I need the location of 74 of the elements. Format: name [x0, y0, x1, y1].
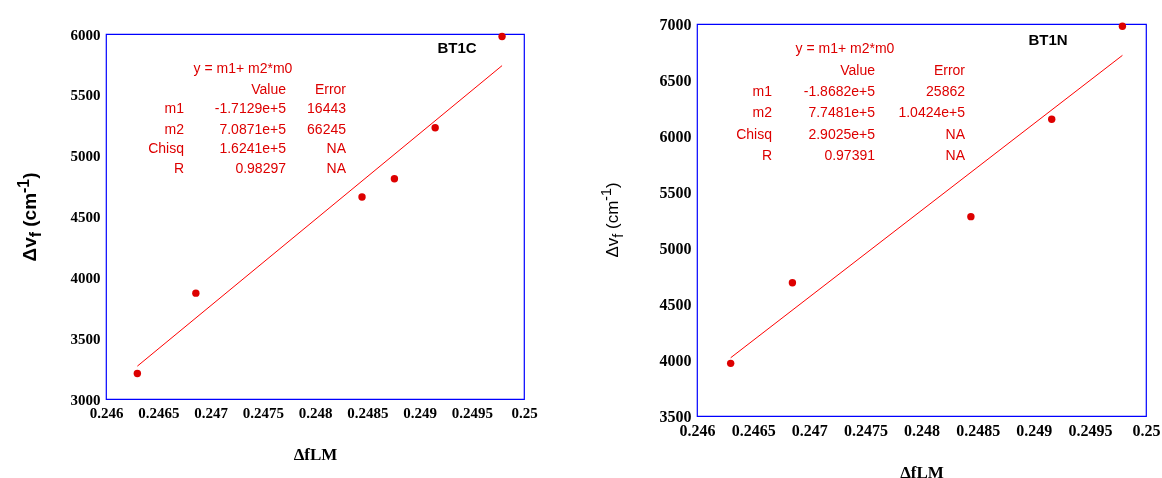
point: [390, 175, 399, 183]
annotation: m1: [752, 83, 773, 99]
annotation: m2: [164, 121, 185, 137]
y-tick-label: 4500: [659, 295, 692, 313]
annotation: 0.98297: [235, 160, 287, 176]
annotation: NA: [326, 140, 347, 156]
text: BT1N: [1028, 31, 1068, 48]
y-tick-label: 6000: [659, 127, 692, 145]
y-tick-label: 4000: [70, 269, 101, 286]
chart-title: BT1C: [437, 39, 477, 56]
y-tick-label: 4000: [659, 351, 692, 369]
annotation: 0.97391: [824, 147, 876, 163]
x-tick-label: 0.2485: [347, 404, 389, 421]
annotation: m2: [752, 104, 773, 120]
annotation: Chisq: [148, 140, 184, 156]
annotation: 7.7481e+5: [808, 104, 876, 120]
annotation: 1.6241e+5: [219, 140, 287, 156]
annotation: NA: [326, 160, 347, 176]
x-tick-label: 0.247: [194, 404, 229, 421]
annotation: Chisq: [736, 126, 772, 142]
y-tick-label: 6500: [659, 71, 692, 89]
annotation: y = m1+ m2*m0: [193, 60, 293, 76]
y-tick-label: 5000: [70, 148, 101, 165]
point: [726, 359, 735, 368]
annotation: Value: [251, 81, 287, 97]
point: [788, 279, 797, 287]
x-tick-label: 0.2495: [451, 404, 493, 421]
annotation: 66245: [307, 121, 347, 137]
x-tick-label: 0.2465: [138, 404, 180, 421]
y-tick-label: 3500: [70, 330, 101, 347]
x-tick-label: 0.2495: [1068, 421, 1113, 439]
x-tick-label: 0.25: [1132, 421, 1161, 439]
point: [431, 123, 439, 132]
y-tick-label: 4500: [70, 209, 101, 225]
annotation: R: [761, 147, 772, 163]
annotation: NA: [945, 147, 966, 163]
x-tick-label: 0.248: [904, 421, 940, 439]
x-tick-label: 0.25: [511, 404, 538, 421]
annotation: m1: [164, 100, 185, 116]
annotation: 25862: [926, 83, 966, 99]
x-tick-label: 0.249: [1016, 421, 1053, 439]
y-tick-label: 5500: [659, 183, 692, 201]
annotation: y = m1+ m2*m0: [795, 40, 895, 56]
x-axis-title: ΔfLM: [900, 462, 944, 478]
annotation: 2.9025e+5: [808, 126, 876, 142]
annotation: -1.7129e+5: [214, 100, 287, 116]
y-tick-label: 5000: [659, 239, 692, 257]
point: [1118, 22, 1127, 30]
x-axis-title: ΔfLM: [293, 444, 338, 464]
y-tick-label: 6000: [70, 26, 101, 43]
annotation: Value: [840, 62, 876, 78]
point: [498, 32, 506, 41]
annotation: NA: [945, 126, 966, 142]
x-tick-label: 0.249: [403, 404, 437, 421]
annotation: 16443: [307, 100, 347, 116]
x-tick-label: 0.247: [791, 421, 828, 439]
y-tick-label: 5500: [70, 87, 101, 104]
x-tick-label: 0.2475: [242, 404, 284, 421]
point: [192, 289, 200, 297]
x-tick-label: 0.2485: [956, 421, 1001, 439]
annotation: R: [173, 160, 184, 176]
annotation: 7.0871e+5: [219, 121, 287, 137]
point: [358, 193, 366, 201]
x-tick-label: 0.2475: [843, 421, 888, 439]
point: [1048, 115, 1056, 123]
y-tick-label: 7000: [659, 15, 692, 33]
point: [133, 369, 142, 378]
annotation: Error: [314, 81, 347, 97]
annotation: 1.0424e+5: [898, 104, 966, 120]
x-tick-label: 0.248: [298, 404, 333, 421]
annotation: -1.8682e+5: [803, 83, 876, 99]
x-tick-label: 0.2465: [731, 421, 776, 439]
annotation: Error: [933, 62, 966, 78]
point: [967, 212, 975, 221]
